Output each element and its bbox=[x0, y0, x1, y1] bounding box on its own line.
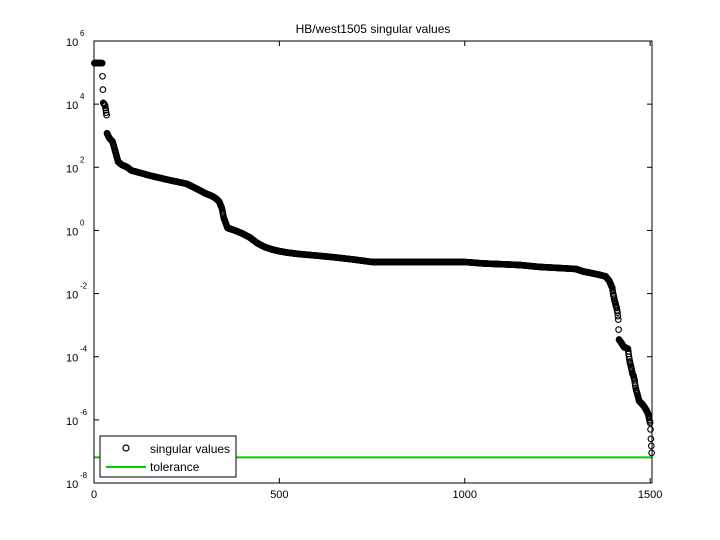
data-point bbox=[98, 59, 106, 67]
data-point bbox=[103, 111, 110, 119]
y-tick-label-exponent: 0 bbox=[80, 218, 85, 227]
x-tick-label: 500 bbox=[270, 489, 288, 501]
y-tick-label-exponent: -6 bbox=[80, 408, 88, 417]
y-tick-label-base: 10 bbox=[66, 163, 78, 175]
legend-marker-singular-values bbox=[122, 444, 130, 452]
data-point bbox=[101, 102, 109, 109]
plot-area bbox=[91, 59, 655, 459]
data-point bbox=[615, 326, 622, 333]
data-point bbox=[99, 86, 107, 93]
data-point bbox=[613, 304, 621, 312]
y-tick-label-exponent: 4 bbox=[80, 92, 85, 101]
data-point bbox=[102, 106, 110, 114]
y-tick-label-exponent: -8 bbox=[80, 471, 88, 480]
data-point bbox=[625, 353, 633, 361]
y-tick-label-exponent: 2 bbox=[80, 155, 85, 164]
data-point bbox=[631, 379, 639, 387]
x-tick-label: 1500 bbox=[638, 489, 662, 501]
x-tick-label: 1000 bbox=[453, 489, 477, 501]
y-tick-label-exponent: -4 bbox=[80, 345, 88, 354]
data-point bbox=[647, 426, 654, 433]
data-point bbox=[647, 435, 655, 443]
legend: singular values tolerance bbox=[99, 435, 237, 478]
y-tick-label-base: 10 bbox=[66, 100, 78, 112]
data-point bbox=[614, 316, 622, 323]
data-point bbox=[614, 312, 622, 320]
x-tick-label: 0 bbox=[91, 489, 97, 501]
chart-title: HB/west1505 singular values bbox=[296, 22, 451, 36]
y-tick-label-exponent: -2 bbox=[80, 282, 88, 291]
y-tick-label-base: 10 bbox=[66, 37, 78, 49]
legend-label-singular-values: singular values bbox=[150, 442, 230, 456]
axes-box bbox=[93, 40, 653, 484]
legend-box bbox=[99, 435, 237, 478]
y-tick-label-exponent: 6 bbox=[80, 29, 85, 38]
legend-label-tolerance: tolerance bbox=[150, 460, 200, 474]
y-tick-label-base: 10 bbox=[66, 353, 78, 365]
data-point bbox=[102, 109, 110, 117]
y-tick-label-base: 10 bbox=[66, 290, 78, 302]
data-point bbox=[647, 442, 655, 450]
y-tick-label-base: 10 bbox=[66, 479, 78, 491]
y-tick-label-base: 10 bbox=[66, 416, 78, 428]
data-point bbox=[99, 72, 106, 80]
y-tick-label-base: 10 bbox=[66, 226, 78, 238]
data-point bbox=[614, 309, 621, 316]
